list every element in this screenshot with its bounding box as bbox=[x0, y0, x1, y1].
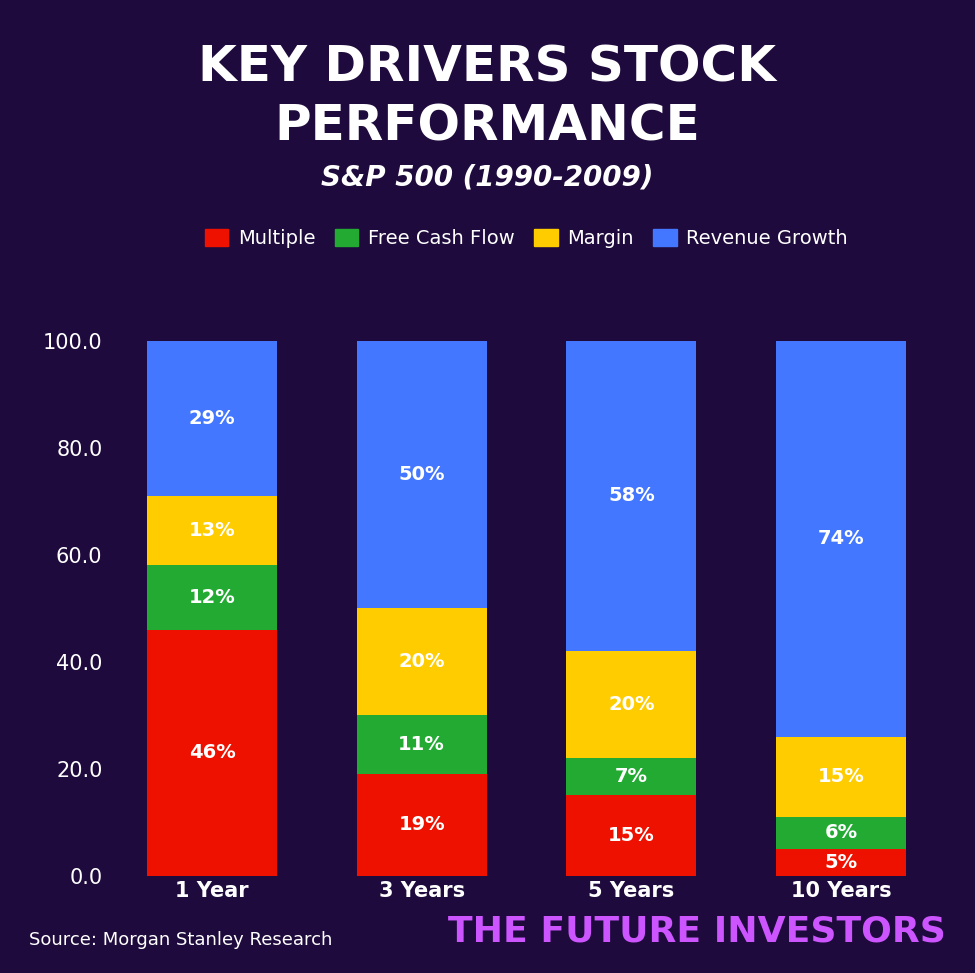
Bar bbox=[776, 848, 906, 876]
Text: 29%: 29% bbox=[189, 409, 235, 428]
Text: Source: Morgan Stanley Research: Source: Morgan Stanley Research bbox=[29, 931, 332, 949]
Text: 19%: 19% bbox=[399, 815, 445, 835]
Text: 20%: 20% bbox=[399, 652, 445, 671]
Bar bbox=[147, 341, 277, 495]
Bar bbox=[147, 565, 277, 630]
Bar bbox=[566, 341, 696, 651]
Text: THE FUTURE INVESTORS: THE FUTURE INVESTORS bbox=[448, 915, 946, 949]
Text: KEY DRIVERS STOCK: KEY DRIVERS STOCK bbox=[199, 44, 776, 91]
Text: 50%: 50% bbox=[399, 465, 445, 484]
Bar bbox=[357, 608, 487, 715]
Bar bbox=[147, 630, 277, 876]
Text: 20%: 20% bbox=[608, 695, 654, 714]
Text: 13%: 13% bbox=[189, 521, 235, 540]
Bar bbox=[566, 758, 696, 796]
Bar bbox=[776, 817, 906, 848]
Bar bbox=[566, 796, 696, 876]
Bar bbox=[776, 341, 906, 737]
Text: 11%: 11% bbox=[399, 735, 445, 754]
Text: 46%: 46% bbox=[189, 743, 235, 762]
Text: 15%: 15% bbox=[818, 767, 864, 786]
Legend: Multiple, Free Cash Flow, Margin, Revenue Growth: Multiple, Free Cash Flow, Margin, Revenu… bbox=[197, 221, 856, 256]
Text: 7%: 7% bbox=[615, 767, 647, 786]
Text: 5%: 5% bbox=[825, 852, 857, 872]
Text: 6%: 6% bbox=[825, 823, 857, 843]
Bar bbox=[776, 737, 906, 817]
Text: 74%: 74% bbox=[818, 529, 864, 548]
Text: 12%: 12% bbox=[189, 588, 235, 607]
Text: S&P 500 (1990-2009): S&P 500 (1990-2009) bbox=[322, 163, 653, 192]
Bar bbox=[357, 715, 487, 775]
Bar bbox=[147, 495, 277, 565]
Text: 15%: 15% bbox=[608, 826, 654, 846]
Bar bbox=[566, 651, 696, 758]
Text: PERFORMANCE: PERFORMANCE bbox=[275, 102, 700, 150]
Text: 58%: 58% bbox=[608, 486, 654, 505]
Bar bbox=[357, 775, 487, 876]
Bar bbox=[357, 341, 487, 608]
